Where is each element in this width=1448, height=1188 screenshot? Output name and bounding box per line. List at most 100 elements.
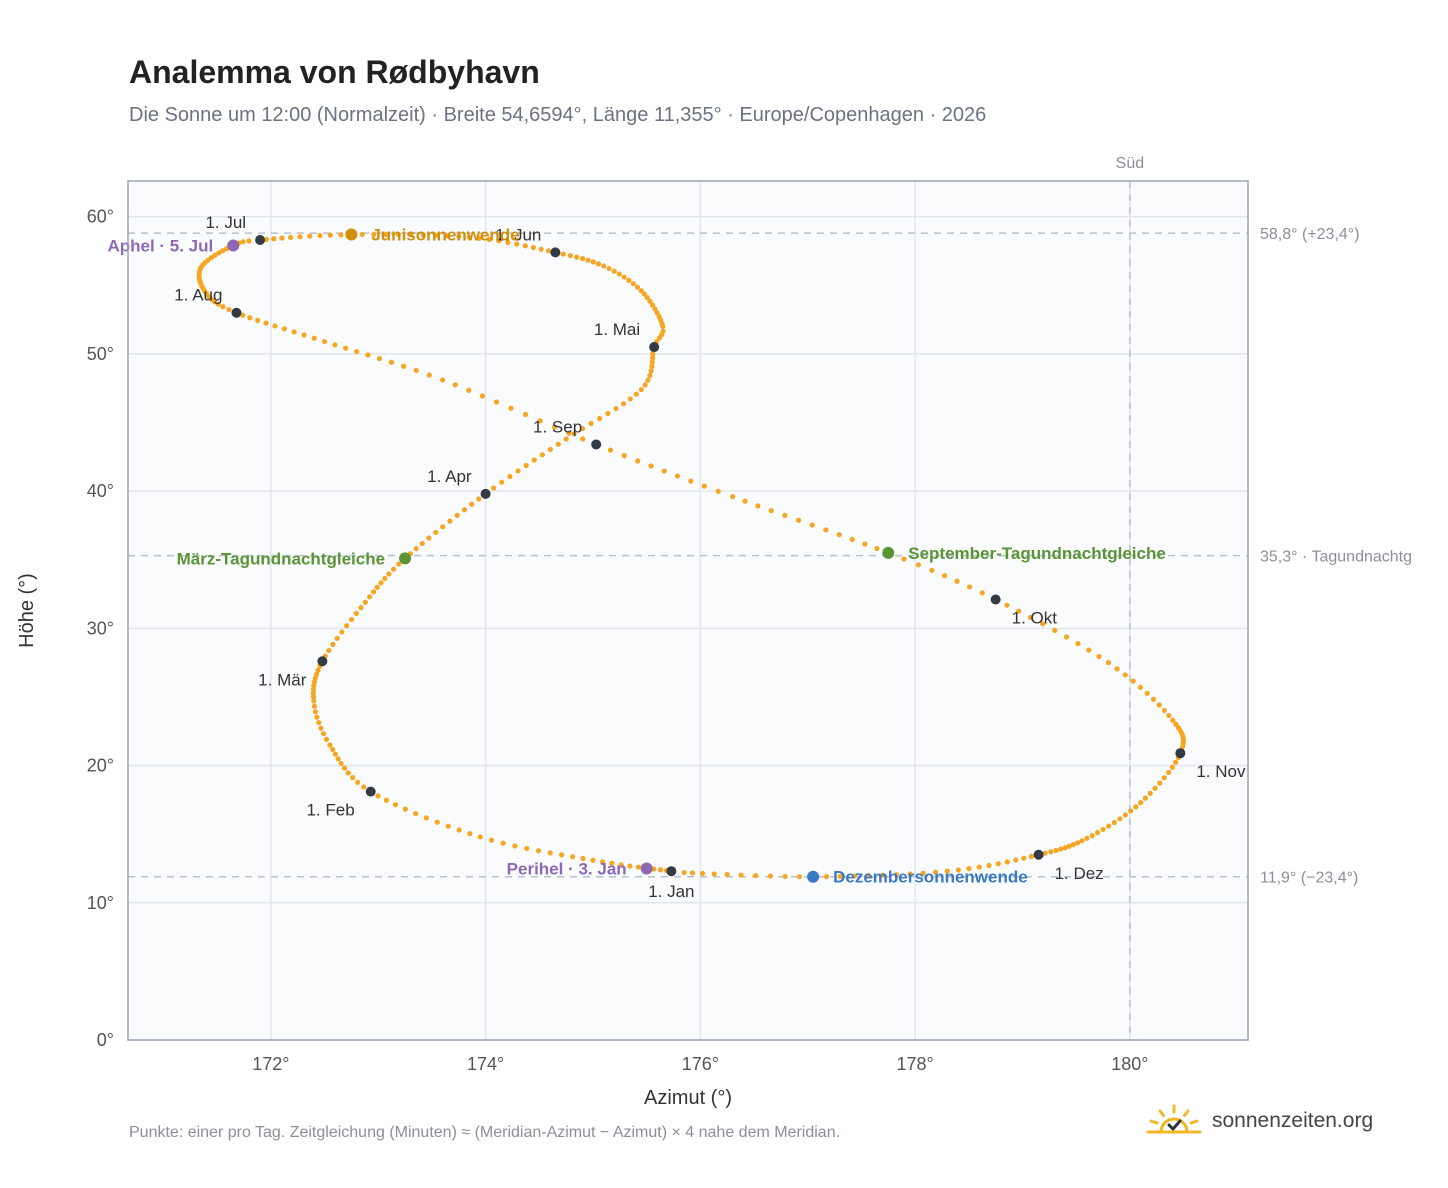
day-point [661, 468, 667, 474]
day-point [338, 232, 344, 238]
day-point [933, 869, 939, 875]
day-point [530, 244, 536, 251]
day-point [390, 566, 397, 572]
day-point [613, 405, 619, 412]
day-point [1150, 696, 1157, 702]
day-point [466, 387, 472, 393]
day-point [456, 233, 462, 240]
day-point [1166, 712, 1172, 719]
month-label: 1. Apr [427, 467, 472, 486]
day-point [522, 411, 529, 418]
month-point [231, 307, 242, 318]
x-tick-label: 174° [467, 1054, 504, 1074]
day-point [499, 479, 505, 485]
day-point [365, 352, 371, 358]
x-tick-label: 176° [682, 1054, 719, 1074]
plot-border [127, 180, 1249, 1041]
day-point [738, 872, 744, 878]
day-point [355, 779, 361, 785]
day-point [419, 540, 425, 547]
day-point [508, 405, 514, 411]
day-point [609, 860, 615, 866]
day-point [332, 342, 338, 348]
day-point [220, 304, 226, 310]
day-point [986, 862, 992, 869]
event-label: Dezembersonnenwende [833, 868, 1028, 887]
day-point [247, 315, 253, 321]
y-tick-label: 10° [87, 893, 114, 913]
day-point [547, 446, 553, 453]
day-point [358, 605, 364, 611]
day-point [901, 556, 907, 562]
day-point [452, 382, 458, 388]
day-point [466, 234, 473, 240]
day-point [1053, 847, 1059, 854]
sun-check-icon [1146, 1104, 1202, 1134]
day-point [626, 277, 632, 283]
event-label: Aphel · 5. Jul [107, 236, 213, 255]
day-point [966, 584, 973, 590]
x-tick-label: 178° [896, 1054, 933, 1074]
day-point [535, 848, 542, 854]
day-point [942, 573, 948, 579]
day-point [1156, 702, 1162, 708]
day-point [1021, 855, 1027, 861]
day-point [621, 453, 627, 459]
day-point [1105, 660, 1112, 666]
day-point [396, 561, 402, 567]
day-point [595, 261, 602, 267]
day-point [627, 863, 633, 869]
day-point [505, 239, 511, 246]
day-point [301, 332, 307, 338]
day-point [566, 430, 572, 436]
day-point [1028, 853, 1035, 860]
day-point [571, 431, 577, 437]
month-markers: 1. Jan 1. Feb 1. Mär 1. Apr 1. Mai 1. Jun 1. J… [174, 213, 1246, 901]
day-point [580, 855, 586, 862]
day-point [633, 391, 639, 397]
day-point [1122, 672, 1128, 678]
day-point [649, 355, 656, 361]
chart-title: Analemma von Rødbyhavn [129, 54, 540, 90]
day-point [915, 562, 921, 568]
month-label: 1. Mär [258, 670, 307, 689]
day-point [395, 231, 401, 238]
day-point [310, 694, 317, 700]
day-point [1089, 832, 1095, 839]
day-point [413, 367, 419, 374]
day-point [486, 236, 492, 243]
chart-subtitle: Die Sonne um 12:00 (Normalzeit) · Breite… [129, 104, 987, 126]
x-tick-label: 180° [1111, 1054, 1148, 1074]
month-point [365, 786, 376, 797]
day-point [388, 359, 394, 365]
plot-area [128, 181, 1248, 1040]
day-point [966, 866, 972, 872]
day-point [1161, 707, 1167, 714]
day-point [724, 871, 730, 878]
day-point [327, 742, 333, 748]
month-point [255, 235, 266, 246]
day-point [823, 527, 829, 533]
event-point [807, 870, 820, 883]
day-point [440, 377, 446, 383]
day-point [447, 518, 453, 524]
day-point [645, 377, 651, 383]
day-point [310, 690, 316, 696]
day-point [1004, 602, 1010, 608]
day-point [1028, 614, 1034, 621]
y-tick-label: 50° [87, 344, 114, 364]
day-point [590, 259, 596, 265]
day-point [226, 306, 232, 313]
day-point [338, 760, 344, 767]
day-point [445, 823, 451, 829]
month-label: 1. Jan [648, 882, 694, 901]
day-point [879, 872, 886, 878]
month-label: 1. Nov [1196, 762, 1246, 781]
y-tick-label: 20° [87, 756, 114, 776]
day-point [240, 239, 246, 245]
day-point [537, 418, 543, 424]
brand[interactable]: sonnenzeiten.org [1146, 1104, 1373, 1138]
day-point [657, 867, 664, 873]
day-point [1075, 840, 1081, 846]
